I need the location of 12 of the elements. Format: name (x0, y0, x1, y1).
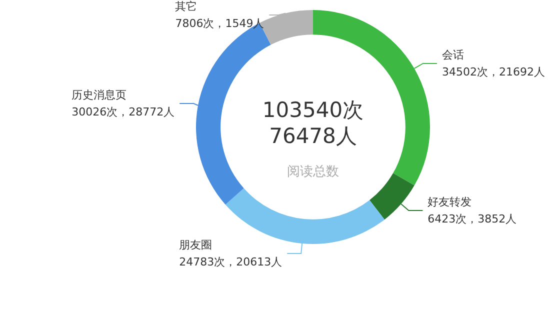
slice-label: 其它 (175, 0, 198, 13)
slice-label: 会话 (442, 48, 464, 62)
slice-label: 好友转发 (428, 196, 472, 209)
data-label: 6423次，3852人 (428, 212, 517, 226)
text: 76478人 (269, 124, 357, 148)
data-label: 24783次，20613人 (179, 255, 282, 268)
data-label: 34502次，21692人 (442, 65, 545, 78)
slice-label: 历史消息页 (72, 88, 127, 102)
text: 103540次 (262, 98, 364, 122)
text: 阅读总数 (287, 164, 339, 180)
data-label: 30026次，28772人 (72, 106, 175, 119)
slice-label: 朋友圈 (179, 238, 212, 252)
